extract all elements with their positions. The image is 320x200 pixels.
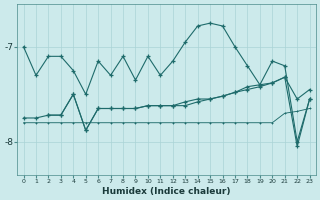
X-axis label: Humidex (Indice chaleur): Humidex (Indice chaleur) [102,187,231,196]
